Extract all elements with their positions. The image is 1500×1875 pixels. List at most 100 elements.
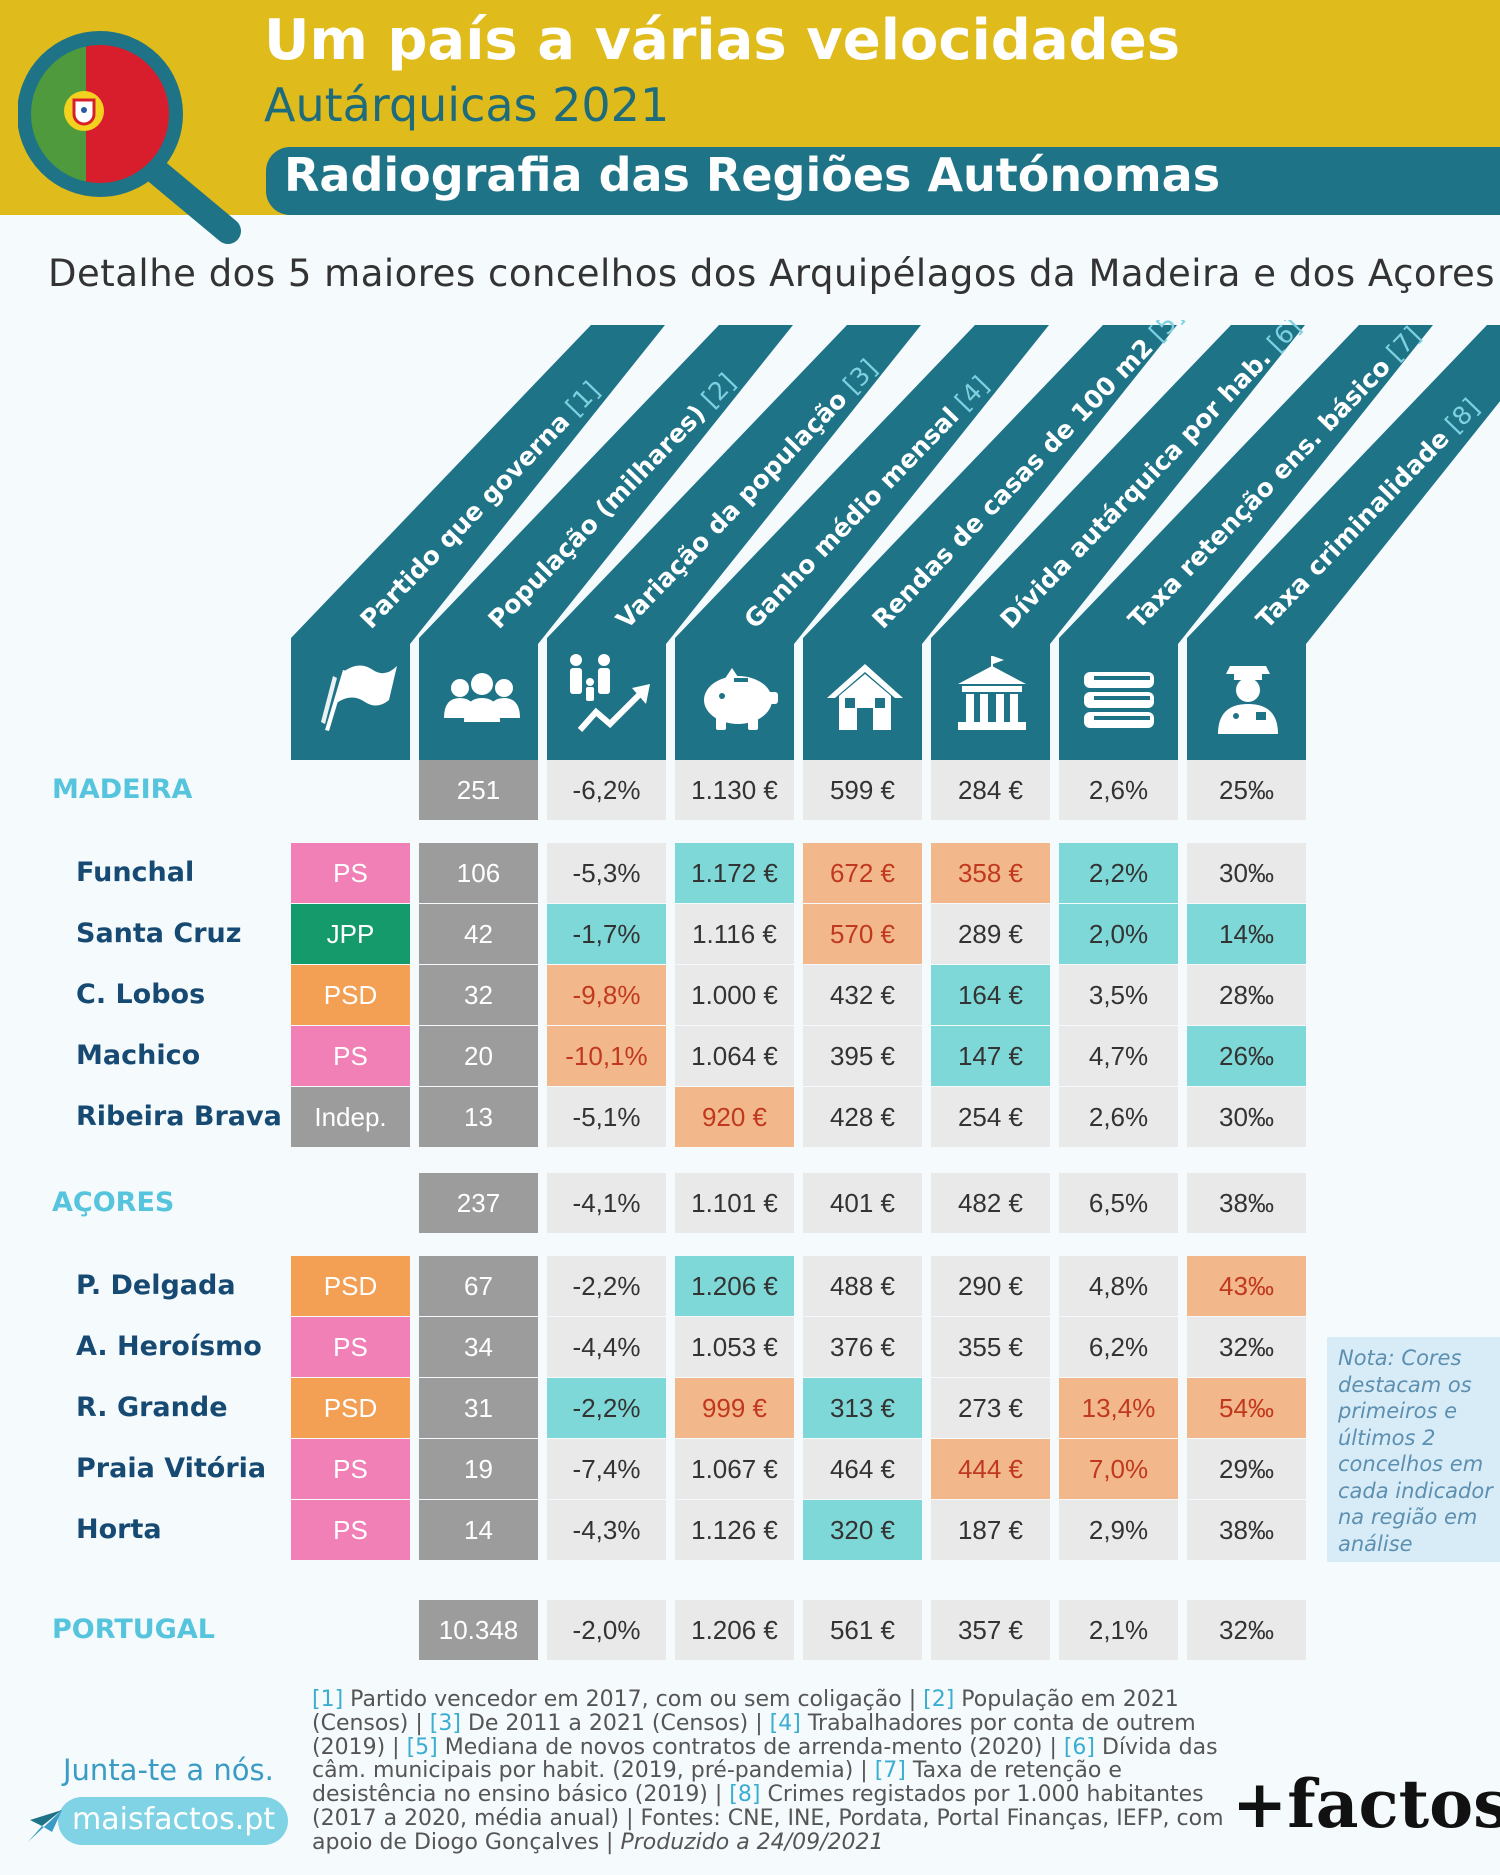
table-cell: 67	[419, 1256, 538, 1316]
table-cell: 1.172 €	[675, 843, 794, 903]
page-title: Um país a várias velocidades	[264, 8, 1181, 73]
table-cell: 32	[419, 965, 538, 1025]
police-officer-icon	[1218, 666, 1278, 734]
table-cell: 1.000 €	[675, 965, 794, 1025]
table-cell: 14	[419, 1500, 538, 1560]
table-cell: -7,4%	[547, 1439, 666, 1499]
party-badge: Indep.	[291, 1087, 410, 1147]
footnote-ref: [7]	[874, 1758, 906, 1784]
municipality-name: C. Lobos	[76, 979, 206, 1010]
table-cell: 2,2%	[1059, 843, 1178, 903]
table-cell: 1.126 €	[675, 1500, 794, 1560]
table-cell: 395 €	[803, 1026, 922, 1086]
region-total-cell: 599 €	[803, 760, 922, 820]
table-cell: -4,4%	[547, 1317, 666, 1377]
footnote-text: Taxa de retenção e desistência no ensino…	[312, 1758, 1122, 1808]
column-header-band	[291, 325, 665, 760]
table-cell: 289 €	[931, 904, 1050, 964]
municipality-name: Ribeira Brava	[76, 1101, 282, 1132]
region-total-cell: 25‰	[1187, 760, 1306, 820]
table-cell: 54‰	[1187, 1378, 1306, 1438]
party-badge: PS	[291, 1500, 410, 1560]
region-label: PORTUGAL	[52, 1614, 215, 1645]
table-cell: 19	[419, 1439, 538, 1499]
house-icon	[827, 664, 903, 730]
footnote-ref: [6]	[1063, 1734, 1096, 1760]
town-hall-icon	[958, 656, 1026, 730]
region-total-cell: 251	[419, 760, 538, 820]
municipality-name: P. Delgada	[76, 1270, 236, 1301]
footnote-text: De 2011 a 2021 (Censos) |	[460, 1710, 770, 1736]
table-cell: 2,0%	[1059, 904, 1178, 964]
produced-date: Produzido a 24/09/2021	[620, 1829, 884, 1855]
join-us-text: Junta-te a nós.	[63, 1753, 274, 1787]
table-cell: 920 €	[675, 1087, 794, 1147]
column-header-band	[803, 325, 1177, 760]
website-link[interactable]: maisfactos.pt	[72, 1802, 276, 1837]
party-badge: PS	[291, 1026, 410, 1086]
footnotes: [1] Partido vencedor em 2017, com ou sem…	[312, 1688, 1232, 1855]
table-cell: 20	[419, 1026, 538, 1086]
piggy-bank-icon	[704, 668, 778, 730]
region-total-cell: -6,2%	[547, 760, 666, 820]
party-badge: PS	[291, 843, 410, 903]
region-total-cell: 1.101 €	[675, 1173, 794, 1233]
footnote-text: Dívida das câm. municipais por habit. (2…	[312, 1734, 1218, 1784]
footnote-ref: [3]	[429, 1710, 461, 1736]
table-cell: 444 €	[931, 1439, 1050, 1499]
table-cell: 313 €	[803, 1378, 922, 1438]
region-total-cell: 237	[419, 1173, 538, 1233]
region-total-cell: 32‰	[1187, 1600, 1306, 1660]
table-cell: 32‰	[1187, 1317, 1306, 1377]
party-badge: JPP	[291, 904, 410, 964]
footnote-text: Partido vencedor em 2017, com ou sem col…	[343, 1687, 924, 1712]
region-total-cell: -2,0%	[547, 1600, 666, 1660]
people-icon	[444, 673, 520, 722]
table-cell: 6,2%	[1059, 1317, 1178, 1377]
table-cell: 320 €	[803, 1500, 922, 1560]
table-cell: 1.116 €	[675, 904, 794, 964]
table-cell: 273 €	[931, 1378, 1050, 1438]
table-cell: 31	[419, 1378, 538, 1438]
footnote-ref: [2]	[923, 1687, 955, 1712]
website-button[interactable]	[58, 1797, 288, 1845]
table-cell: 428 €	[803, 1087, 922, 1147]
footnote-text: Trabalhadores por conta de outrem (2019)…	[312, 1710, 1196, 1760]
footnote-ref: [8]	[729, 1782, 761, 1808]
brand-logo: +factos	[1232, 1765, 1500, 1843]
magnifier-flag-logo	[18, 31, 241, 244]
region-total-cell: 1.206 €	[675, 1600, 794, 1660]
region-total-cell: 38‰	[1187, 1173, 1306, 1233]
table-cell: 28‰	[1187, 965, 1306, 1025]
table-cell: 1.064 €	[675, 1026, 794, 1086]
table-cell: 488 €	[803, 1256, 922, 1316]
table-cell: 1.067 €	[675, 1439, 794, 1499]
municipality-name: Santa Cruz	[76, 918, 242, 949]
table-cell: 42	[419, 904, 538, 964]
family-growth-icon	[570, 654, 650, 732]
table-cell: 30‰	[1187, 1087, 1306, 1147]
table-cell: 164 €	[931, 965, 1050, 1025]
table-cell: 29‰	[1187, 1439, 1306, 1499]
table-cell: -9,8%	[547, 965, 666, 1025]
column-header-band	[675, 325, 1049, 760]
region-total-cell: 2,1%	[1059, 1600, 1178, 1660]
table-cell: 7,0%	[1059, 1439, 1178, 1499]
footnote-text: População em 2021 (Censos) |	[312, 1687, 1179, 1736]
table-cell: -2,2%	[547, 1256, 666, 1316]
column-header-band	[1059, 325, 1433, 760]
table-cell: 672 €	[803, 843, 922, 903]
table-cell: -4,3%	[547, 1500, 666, 1560]
footnote-ref: [1]	[312, 1687, 344, 1712]
table-cell: -10,1%	[547, 1026, 666, 1086]
table-cell: 43‰	[1187, 1256, 1306, 1316]
region-total-cell: 2,6%	[1059, 760, 1178, 820]
table-cell: 432 €	[803, 965, 922, 1025]
table-cell: 2,6%	[1059, 1087, 1178, 1147]
region-total-cell: 1.130 €	[675, 760, 794, 820]
footnote-text: Crimes registados por 1.000 habitantes (…	[312, 1782, 1224, 1855]
table-cell: -1,7%	[547, 904, 666, 964]
footnote-ref: [4]	[769, 1710, 801, 1736]
party-badge: PS	[291, 1317, 410, 1377]
region-total-cell: 561 €	[803, 1600, 922, 1660]
